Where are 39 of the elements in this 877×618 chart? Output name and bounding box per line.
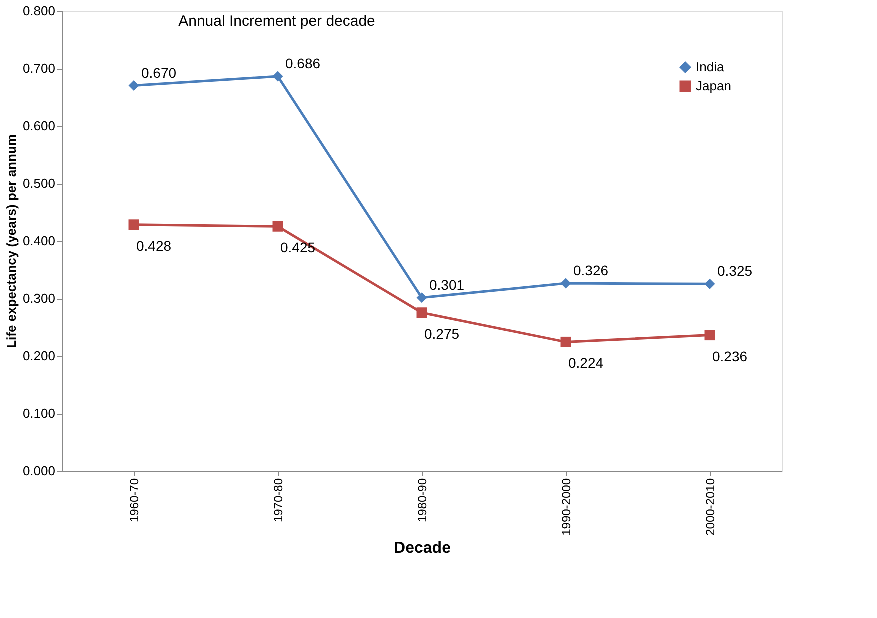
chart-title: Annual Increment per decade — [178, 13, 376, 30]
x-tick-label: 1960-70 — [128, 478, 142, 523]
data-label: 0.686 — [285, 56, 321, 72]
y-tick-label: 0.800 — [22, 4, 56, 18]
x-axis-title: Decade — [394, 540, 452, 557]
data-label: 0.224 — [568, 355, 604, 372]
data-label: 0.301 — [429, 276, 465, 293]
y-tick-label: 0.500 — [22, 176, 56, 191]
data-label: 0.326 — [573, 262, 609, 279]
x-tick-label: 1970-80 — [272, 478, 286, 523]
y-tick-label: 0.600 — [22, 118, 56, 134]
data-label: 0.236 — [712, 348, 748, 364]
data-label: 0.425 — [280, 240, 316, 256]
point — [128, 220, 140, 230]
x-tick-label: 2000-2010 — [704, 478, 718, 536]
y-tick-label: 0.100 — [22, 406, 56, 421]
legend-label: Japan — [696, 78, 732, 94]
point — [560, 336, 572, 348]
legend-label: India — [696, 60, 725, 74]
point — [560, 278, 572, 289]
point — [128, 80, 140, 91]
y-tick-label: 0.700 — [22, 61, 56, 76]
y-tick-label: 0.200 — [22, 348, 56, 364]
point — [272, 71, 284, 82]
data-label: 0.325 — [717, 263, 753, 280]
data-label: 0.428 — [136, 238, 172, 254]
point — [704, 278, 716, 290]
x-tick-label: 1980-90 — [416, 478, 430, 523]
y-tick-label: 0.300 — [22, 291, 56, 306]
data-label: 0.275 — [424, 326, 460, 342]
y-axis-title: Life expectancy (years) per annum — [4, 134, 19, 348]
point — [416, 292, 428, 304]
point — [272, 221, 284, 232]
point — [704, 330, 716, 341]
data-label: 0.670 — [141, 64, 177, 81]
y-tick-label: 0.000 — [22, 464, 56, 478]
x-tick-label: 1990-2000 — [560, 478, 574, 536]
point — [416, 308, 428, 318]
y-tick-label: 0.400 — [22, 234, 56, 248]
